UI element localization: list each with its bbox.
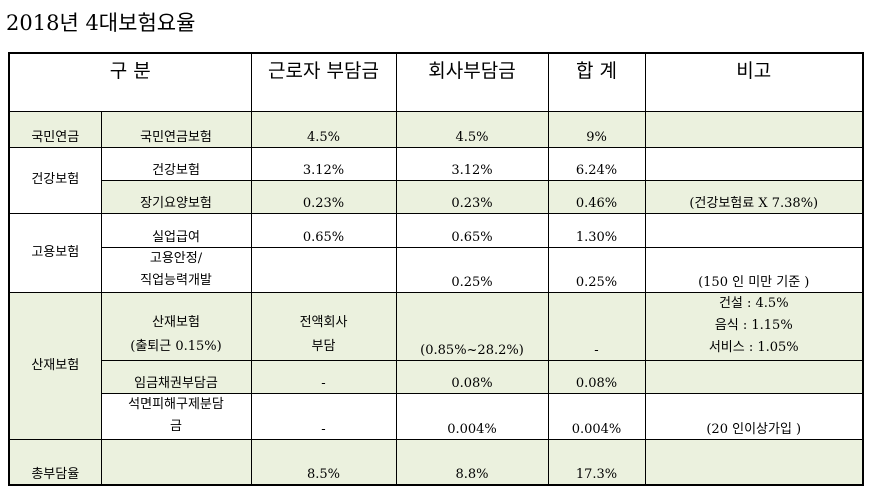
- accident-worker: 전액회사 부담: [250, 291, 397, 361]
- stability-worker: [250, 246, 397, 293]
- item-unemployment: 실업급여: [100, 212, 252, 248]
- item-stability-line1: 고용안정/: [149, 250, 203, 266]
- item-stability-line2: 직업능력개발: [140, 272, 212, 288]
- wage-total: 0.08%: [547, 359, 646, 394]
- accident-note-line2: 음식 : 1.15%: [714, 318, 793, 333]
- asbestos-worker: -: [250, 392, 397, 440]
- total-worker: 8.5%: [250, 438, 397, 486]
- group-employment: 고용보험: [8, 212, 102, 293]
- accident-total: -: [547, 291, 646, 361]
- wage-worker: -: [250, 359, 397, 394]
- table-row: 장기요양보험 0.23% 0.23% 0.46% (건강보험료 X 7.38%): [9, 179, 864, 214]
- health-note: [644, 146, 864, 181]
- accident-worker-line1: 전액회사: [299, 314, 348, 330]
- item-wage: 임금채권부담금: [100, 359, 252, 394]
- wage-note: [644, 359, 864, 394]
- ltc-worker: 0.23%: [250, 179, 397, 214]
- table-row: 건강보험 건강보험 3.12% 3.12% 6.24%: [8, 146, 864, 214]
- accident-company: (0.85%~28.2%): [395, 291, 549, 361]
- health-worker: 3.12%: [250, 146, 397, 181]
- item-total: [100, 438, 252, 486]
- stability-company: 0.25%: [395, 246, 549, 293]
- accident-worker-line2: 부담: [311, 338, 336, 354]
- group-accident: 산재보험: [8, 291, 102, 440]
- pension-worker: 4.5%: [250, 110, 397, 148]
- accident-note-line1: 건설 : 4.5%: [718, 296, 789, 311]
- health-company: 3.12%: [395, 146, 549, 181]
- asbestos-company: 0.004%: [395, 392, 549, 440]
- unemployment-worker: 0.65%: [250, 212, 397, 248]
- table-row: 산재보험 산재보험 (출퇴근 0.15%) 전액회사 부담 (0.85%~28.…: [8, 291, 864, 440]
- header-category: 구 분: [8, 52, 252, 112]
- asbestos-total: 0.004%: [547, 392, 646, 440]
- total-note: [644, 438, 864, 486]
- ltc-total: 0.46%: [547, 179, 646, 214]
- item-asbestos: 석면피해구제분담 금: [100, 392, 252, 440]
- insurance-rate-table: 구 분 근로자 부담금 회사부담금 합 계 비고 국민연금 국민연금보험 4.5…: [8, 52, 864, 486]
- group-health: 건강보험: [8, 146, 102, 214]
- header-worker: 근로자 부담금: [250, 52, 397, 112]
- table-row: 국민연금 국민연금보험 4.5% 4.5% 9%: [8, 110, 864, 148]
- pension-total: 9%: [547, 110, 646, 148]
- item-asbestos-line1: 석면피해구제분담: [128, 396, 224, 412]
- table-row: 석면피해구제분담 금 - 0.004% 0.004% (20 인이상가입 ): [9, 392, 864, 440]
- header-company: 회사부담금: [395, 52, 549, 112]
- item-asbestos-line2: 금: [170, 418, 182, 434]
- unemployment-company: 0.65%: [395, 212, 549, 248]
- stability-total: 0.25%: [547, 246, 646, 293]
- wage-company: 0.08%: [395, 359, 549, 394]
- page-title: 2018년 4대보험요율: [6, 11, 196, 35]
- unemployment-note: [644, 212, 864, 248]
- ltc-note: (건강보험료 X 7.38%): [644, 179, 864, 214]
- health-total: 6.24%: [547, 146, 646, 181]
- unemployment-total: 1.30%: [547, 212, 646, 248]
- total-total: 17.3%: [547, 438, 646, 486]
- pension-company: 4.5%: [395, 110, 549, 148]
- asbestos-note: (20 인이상가입 ): [644, 392, 864, 440]
- item-health: 건강보험: [100, 146, 252, 181]
- item-accident-line2: (출퇴근 0.15%): [130, 338, 222, 354]
- item-stability: 고용안정/ 직업능력개발: [100, 246, 252, 293]
- table-row: 고용안정/ 직업능력개발 0.25% 0.25% (150 인 미만 기준 ): [9, 246, 864, 293]
- group-pension: 국민연금: [8, 110, 102, 148]
- total-company: 8.8%: [395, 438, 549, 486]
- table-row: 고용보험 실업급여 0.65% 0.65% 1.30%: [8, 212, 864, 293]
- item-accident: 산재보험 (출퇴근 0.15%): [100, 291, 252, 361]
- table-row: 임금채권부담금 - 0.08% 0.08%: [9, 359, 864, 394]
- accident-note: 건설 : 4.5% 음식 : 1.15% 서비스 : 1.05%: [644, 291, 864, 361]
- stability-note: (150 인 미만 기준 ): [644, 246, 864, 293]
- group-total: 총부담율: [8, 438, 102, 486]
- item-accident-line1: 산재보험: [152, 314, 200, 330]
- header-row: 구 분 근로자 부담금 회사부담금 합 계 비고: [8, 52, 864, 112]
- pension-note: [644, 110, 864, 148]
- accident-note-line3: 서비스 : 1.05%: [708, 340, 799, 355]
- item-pension: 국민연금보험: [100, 110, 252, 148]
- total-row: 총부담율 8.5% 8.8% 17.3%: [8, 438, 864, 486]
- item-ltc: 장기요양보험: [100, 179, 252, 214]
- header-note: 비고: [644, 52, 864, 112]
- ltc-company: 0.23%: [395, 179, 549, 214]
- header-total: 합 계: [547, 52, 646, 112]
